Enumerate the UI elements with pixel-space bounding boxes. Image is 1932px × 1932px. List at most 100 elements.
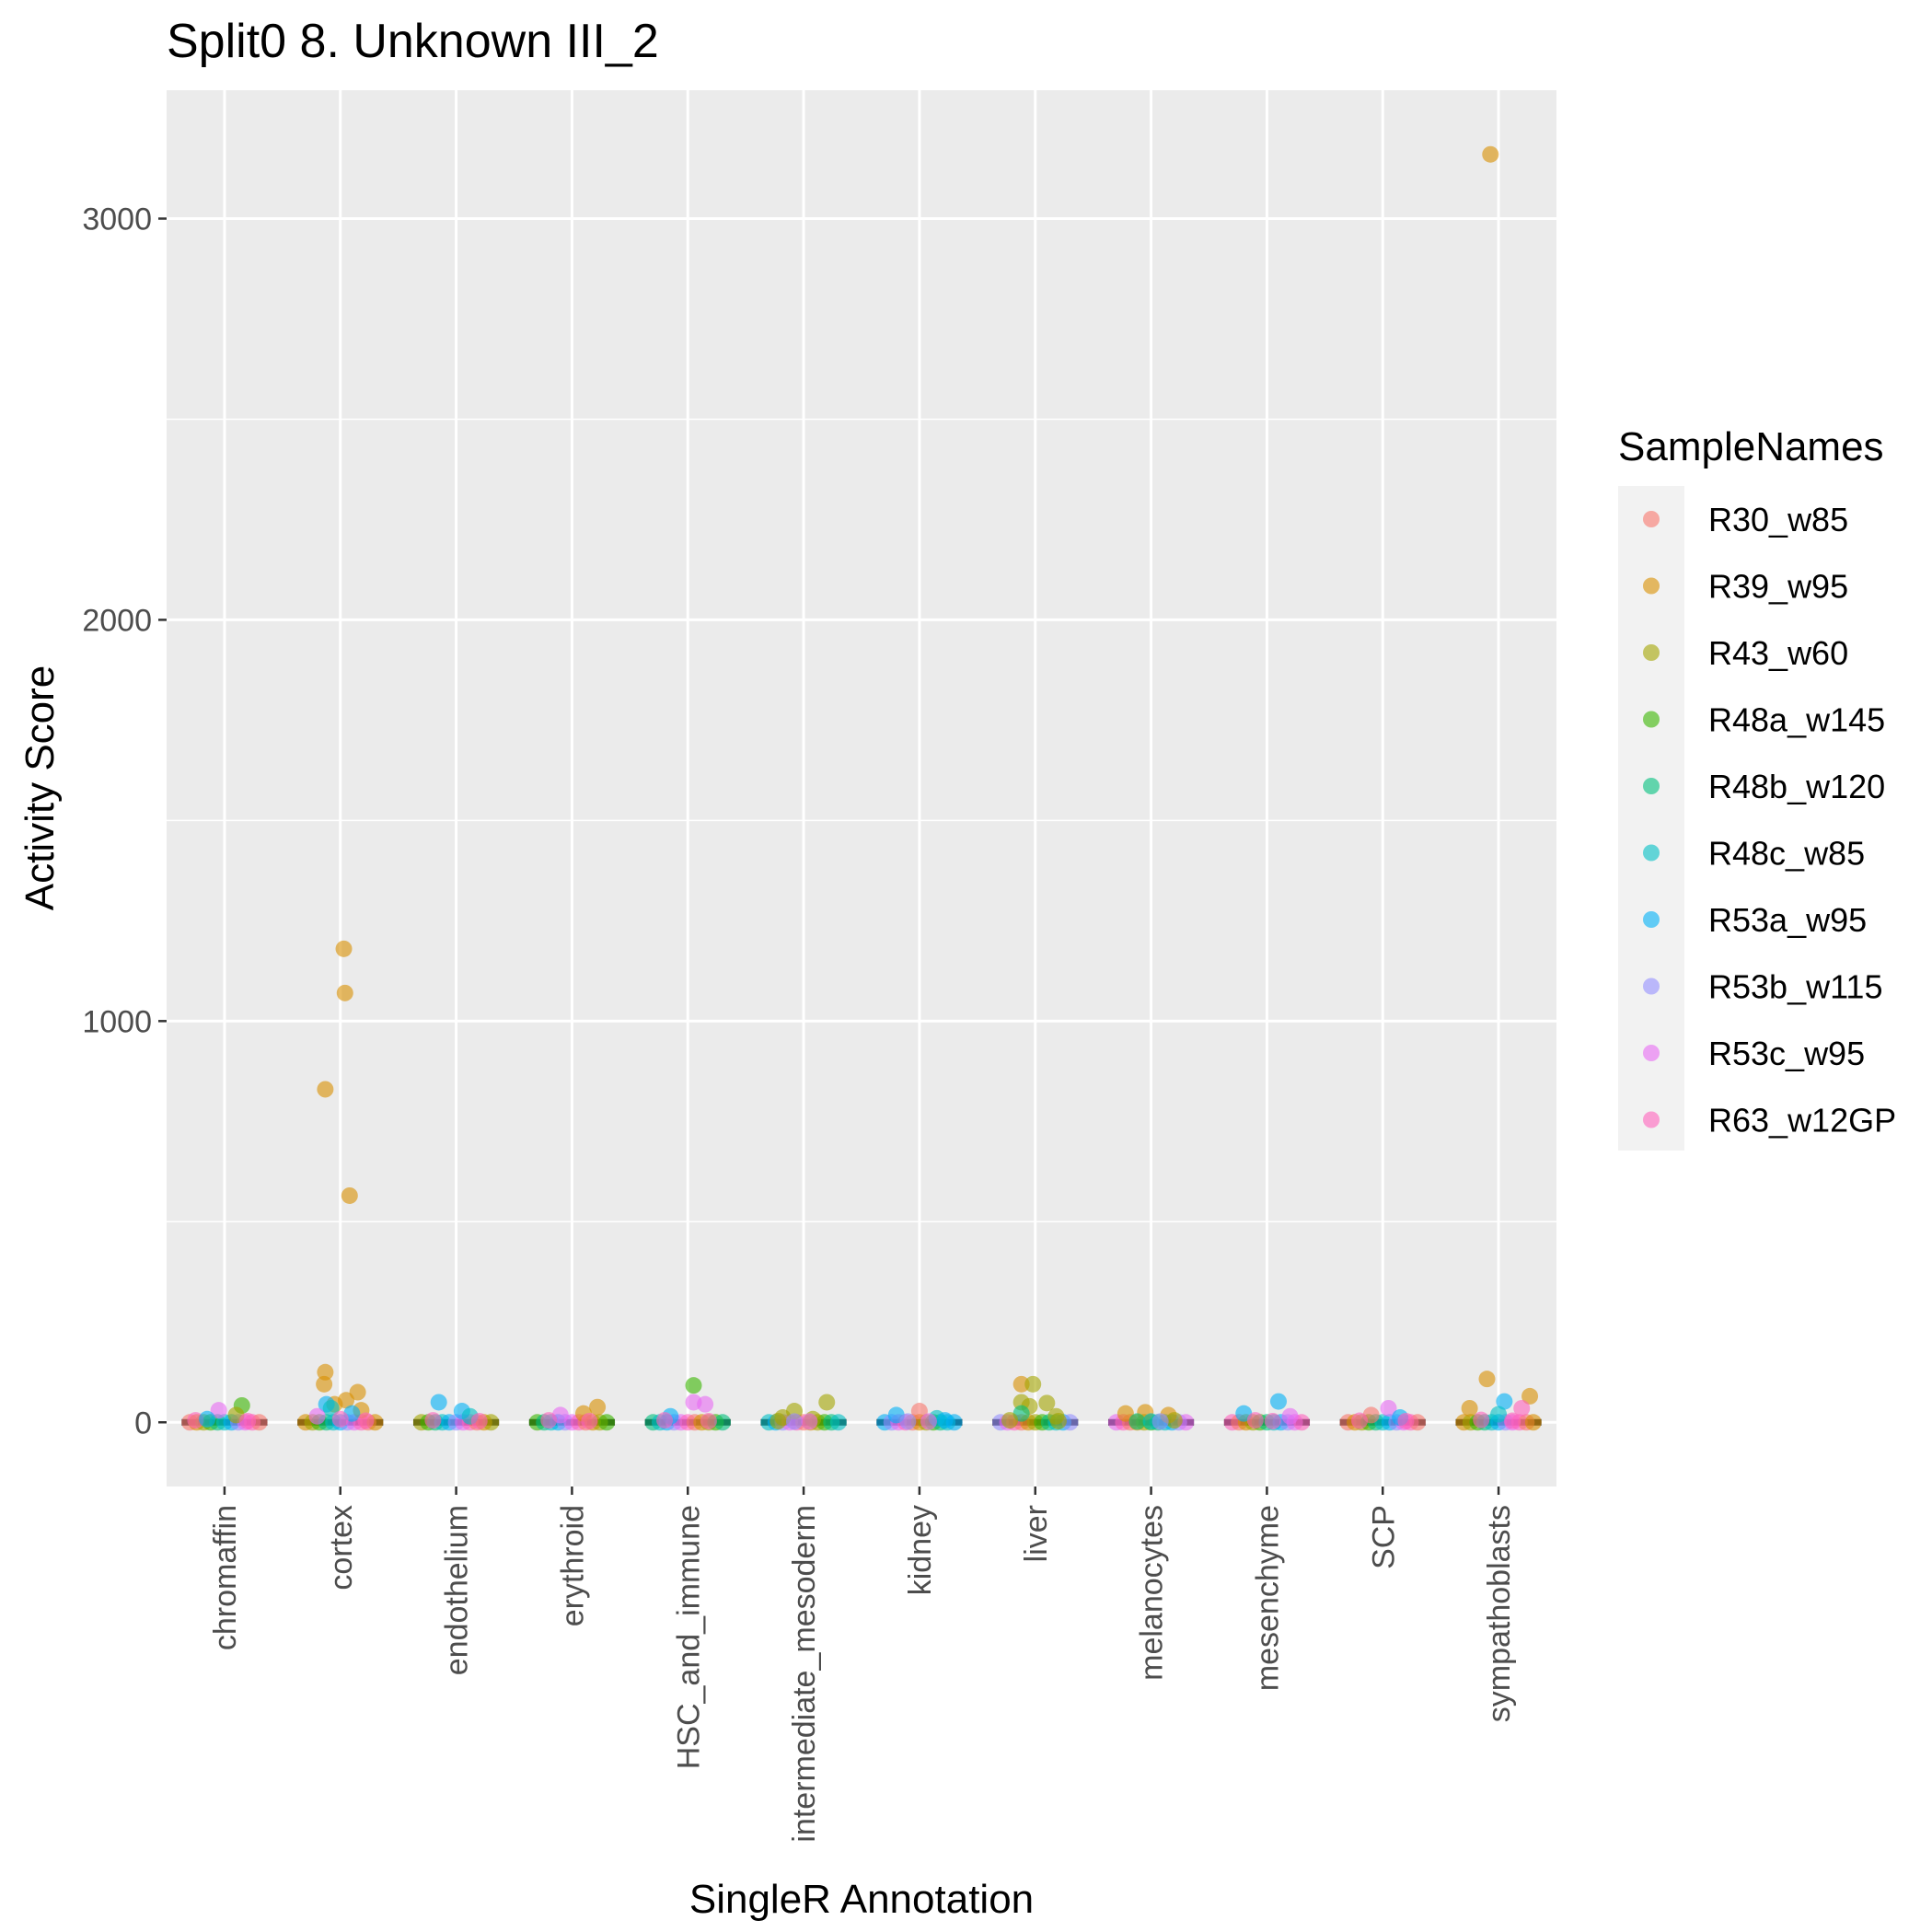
- data-point: [818, 1394, 836, 1411]
- x-tick-label: endothelium: [440, 1505, 475, 1675]
- x-tick-label: HSC_and_immune: [671, 1505, 706, 1769]
- legend-key: [1643, 577, 1660, 595]
- legend-label: R39_w95: [1708, 568, 1848, 606]
- data-point: [317, 1081, 334, 1098]
- data-point: [801, 1413, 818, 1430]
- legend-key: [1643, 711, 1660, 728]
- data-point: [786, 1413, 804, 1430]
- data-point: [700, 1412, 717, 1429]
- data-point: [1128, 1413, 1146, 1430]
- x-tick-label: melanocytes: [1135, 1505, 1170, 1681]
- legend-label: R63_w12GP: [1708, 1102, 1896, 1140]
- x-tick-label: mesenchyme: [1250, 1505, 1285, 1691]
- data-point: [316, 1375, 333, 1393]
- data-point: [656, 1412, 674, 1429]
- data-point: [540, 1412, 558, 1429]
- legend-key: [1643, 1045, 1660, 1061]
- data-point: [769, 1412, 787, 1429]
- x-tick-label: erythroid: [555, 1505, 590, 1626]
- x-tick-label: chromaffin: [208, 1505, 243, 1650]
- data-point: [1478, 1371, 1496, 1388]
- data-point: [210, 1402, 227, 1419]
- data-point: [349, 1383, 366, 1401]
- data-point: [1024, 1375, 1042, 1393]
- legend-key: [1643, 1111, 1660, 1128]
- data-point: [1513, 1399, 1531, 1417]
- data-point: [936, 1412, 954, 1429]
- legend-key: [1643, 644, 1660, 661]
- x-axis: chromaffin cortex endothelium erythroid HSC_…: [208, 1487, 1517, 1843]
- data-points: [181, 145, 1542, 1431]
- legend-key: [1643, 511, 1660, 527]
- data-point: [920, 1413, 937, 1430]
- data-point: [341, 1186, 358, 1204]
- data-point: [336, 984, 353, 1001]
- data-point: [714, 1414, 731, 1431]
- data-point: [424, 1412, 442, 1429]
- data-point: [1524, 1414, 1542, 1431]
- data-point: [829, 1414, 847, 1431]
- data-point: [1264, 1412, 1281, 1429]
- data-point: [1521, 1387, 1539, 1405]
- data-point: [598, 1414, 616, 1431]
- x-axis-title: SingleR Annotation: [689, 1877, 1034, 1922]
- legend-key: [1643, 844, 1660, 862]
- data-point: [1397, 1412, 1415, 1429]
- data-point: [1049, 1412, 1067, 1429]
- data-point: [1151, 1413, 1169, 1430]
- data-point: [1473, 1411, 1490, 1429]
- data-point: [685, 1377, 702, 1394]
- data-point: [331, 1410, 349, 1428]
- x-tick-label: cortex: [324, 1505, 359, 1591]
- chart-title: Split0 8. Unknown III_2: [167, 15, 659, 68]
- y-tick-label: 0: [134, 1406, 152, 1440]
- legend-label: R53c_w95: [1708, 1035, 1865, 1072]
- data-point: [322, 1399, 340, 1417]
- legend-key: [1643, 911, 1660, 928]
- data-point: [1165, 1412, 1183, 1429]
- legend-label: R48b_w120: [1708, 768, 1885, 805]
- data-point: [470, 1412, 488, 1429]
- legend-title: SampleNames: [1618, 424, 1884, 469]
- data-point: [1504, 1412, 1521, 1429]
- data-point: [1461, 1399, 1478, 1417]
- data-point: [308, 1407, 326, 1425]
- data-point: [430, 1394, 447, 1411]
- legend-key-background: [1618, 486, 1684, 1151]
- data-point: [317, 1363, 334, 1381]
- data-point: [1496, 1393, 1513, 1410]
- legend-label: R48a_w145: [1708, 701, 1885, 739]
- data-point: [1038, 1394, 1056, 1412]
- data-point: [1490, 1406, 1508, 1423]
- legend-key: [1643, 778, 1660, 794]
- data-point: [1116, 1405, 1134, 1422]
- data-point: [357, 1412, 375, 1429]
- x-tick-label: intermediate_mesoderm: [787, 1505, 822, 1843]
- data-point: [581, 1412, 598, 1429]
- plot-panel: [167, 90, 1556, 1487]
- data-point: [899, 1413, 917, 1430]
- data-point: [1281, 1407, 1299, 1425]
- major-gridlines: [167, 90, 1556, 1487]
- data-point: [1012, 1375, 1030, 1393]
- data-point: [697, 1395, 714, 1413]
- data-point: [1270, 1393, 1287, 1410]
- legend-label: R53a_w95: [1708, 901, 1867, 939]
- x-tick-label: sympathoblasts: [1482, 1505, 1517, 1722]
- minor-gridlines: [167, 418, 1556, 1223]
- y-tick-label: 1000: [82, 1004, 152, 1039]
- legend-label: R48c_w85: [1708, 835, 1865, 873]
- y-tick-label: 3000: [82, 202, 152, 237]
- data-point: [589, 1398, 607, 1416]
- data-point: [1380, 1399, 1397, 1417]
- data-point: [1246, 1412, 1264, 1429]
- data-point: [1351, 1412, 1369, 1429]
- legend-key: [1643, 978, 1660, 995]
- y-axis: 0 1000 2000 3000: [82, 202, 167, 1440]
- data-point: [1482, 145, 1499, 163]
- x-tick-label: liver: [1019, 1505, 1054, 1562]
- x-tick-label: kidney: [903, 1505, 938, 1595]
- y-tick-label: 2000: [82, 603, 152, 638]
- data-point: [335, 940, 353, 957]
